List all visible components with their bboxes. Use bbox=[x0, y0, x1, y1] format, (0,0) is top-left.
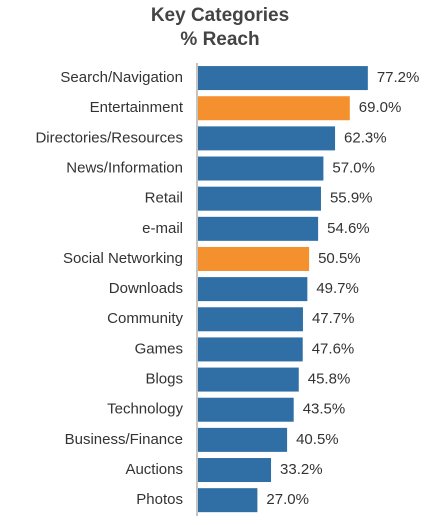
category-label: Entertainment bbox=[90, 99, 184, 116]
value-label: 27.0% bbox=[266, 491, 309, 508]
bar bbox=[198, 66, 368, 91]
bar bbox=[198, 156, 324, 181]
value-label: 49.7% bbox=[316, 280, 359, 297]
chart-subtitle: % Reach bbox=[180, 29, 259, 50]
value-label: 57.0% bbox=[332, 159, 375, 176]
category-label: Technology bbox=[107, 401, 183, 418]
bar bbox=[198, 427, 288, 452]
bar bbox=[198, 397, 294, 422]
value-label: 47.7% bbox=[312, 310, 355, 327]
bar bbox=[198, 277, 308, 302]
bar bbox=[198, 96, 350, 121]
value-label: 55.9% bbox=[330, 190, 373, 207]
value-label: 33.2% bbox=[280, 461, 323, 478]
category-label: Community bbox=[107, 310, 183, 327]
bar bbox=[198, 367, 299, 392]
value-label: 62.3% bbox=[344, 129, 387, 146]
category-label: News/Information bbox=[66, 159, 183, 176]
bar bbox=[198, 186, 321, 211]
value-label: 54.6% bbox=[327, 220, 370, 237]
category-label: Photos bbox=[136, 491, 183, 508]
value-label: 43.5% bbox=[303, 401, 346, 418]
value-label: 77.2% bbox=[377, 69, 420, 86]
bar bbox=[198, 216, 319, 241]
category-label: Social Networking bbox=[63, 250, 183, 267]
value-label: 45.8% bbox=[308, 371, 351, 388]
category-label: Retail bbox=[145, 190, 183, 207]
bar bbox=[198, 307, 303, 332]
category-label: Downloads bbox=[109, 280, 183, 297]
category-label: Directories/Resources bbox=[35, 129, 183, 146]
value-label: 40.5% bbox=[296, 431, 339, 448]
bar bbox=[198, 337, 303, 362]
category-label: Search/Navigation bbox=[60, 69, 183, 86]
bar bbox=[198, 458, 272, 483]
category-label: e-mail bbox=[142, 220, 183, 237]
chart-title: Key Categories bbox=[151, 5, 289, 26]
bar bbox=[198, 126, 336, 151]
bar bbox=[198, 246, 310, 271]
category-label: Auctions bbox=[125, 461, 183, 478]
category-label: Games bbox=[135, 340, 183, 357]
bar bbox=[198, 488, 258, 513]
value-label: 69.0% bbox=[359, 99, 402, 116]
category-label: Blogs bbox=[145, 371, 183, 388]
category-label: Business/Finance bbox=[65, 431, 183, 448]
value-label: 50.5% bbox=[318, 250, 361, 267]
value-label: 47.6% bbox=[312, 340, 355, 357]
